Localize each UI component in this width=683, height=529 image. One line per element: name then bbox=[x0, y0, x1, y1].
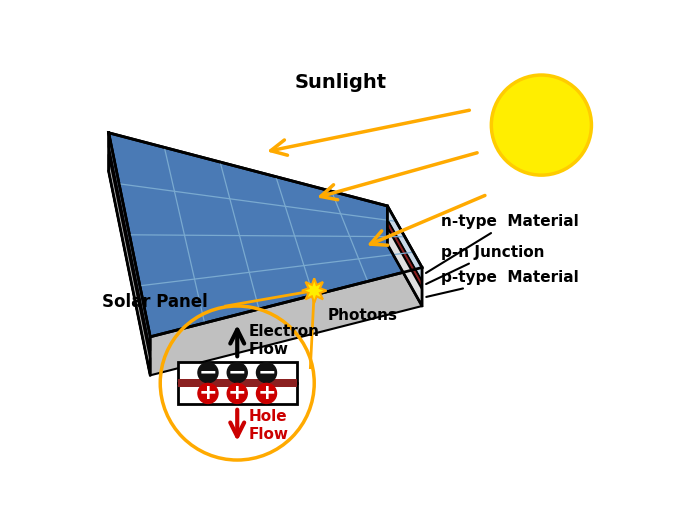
Polygon shape bbox=[302, 278, 326, 303]
Circle shape bbox=[227, 384, 247, 404]
Text: p-n Junction: p-n Junction bbox=[426, 244, 545, 284]
Text: n-type  Material: n-type Material bbox=[426, 214, 579, 273]
Circle shape bbox=[491, 75, 591, 175]
Text: +: + bbox=[199, 384, 217, 404]
Text: p-type  Material: p-type Material bbox=[426, 270, 579, 297]
Text: −: − bbox=[257, 363, 276, 382]
Circle shape bbox=[257, 362, 277, 382]
Text: −: − bbox=[228, 363, 247, 382]
Polygon shape bbox=[387, 220, 422, 289]
Text: Solar Panel: Solar Panel bbox=[102, 293, 208, 311]
Text: +: + bbox=[257, 384, 276, 404]
Circle shape bbox=[227, 362, 247, 382]
Circle shape bbox=[198, 362, 218, 382]
FancyBboxPatch shape bbox=[178, 383, 297, 404]
FancyBboxPatch shape bbox=[178, 379, 297, 387]
Text: −: − bbox=[199, 363, 217, 382]
Text: Sunlight: Sunlight bbox=[295, 73, 387, 92]
Text: Photons: Photons bbox=[328, 307, 398, 323]
Polygon shape bbox=[109, 133, 422, 337]
Polygon shape bbox=[109, 171, 422, 376]
Polygon shape bbox=[387, 227, 422, 306]
Polygon shape bbox=[109, 133, 150, 351]
Polygon shape bbox=[387, 206, 422, 281]
Circle shape bbox=[257, 384, 277, 404]
Text: Hole
Flow: Hole Flow bbox=[249, 409, 289, 442]
FancyBboxPatch shape bbox=[178, 362, 297, 383]
Polygon shape bbox=[109, 147, 150, 358]
Text: +: + bbox=[228, 384, 247, 404]
Polygon shape bbox=[109, 154, 150, 376]
Text: Electron
Flow: Electron Flow bbox=[249, 324, 320, 357]
Circle shape bbox=[198, 384, 218, 404]
